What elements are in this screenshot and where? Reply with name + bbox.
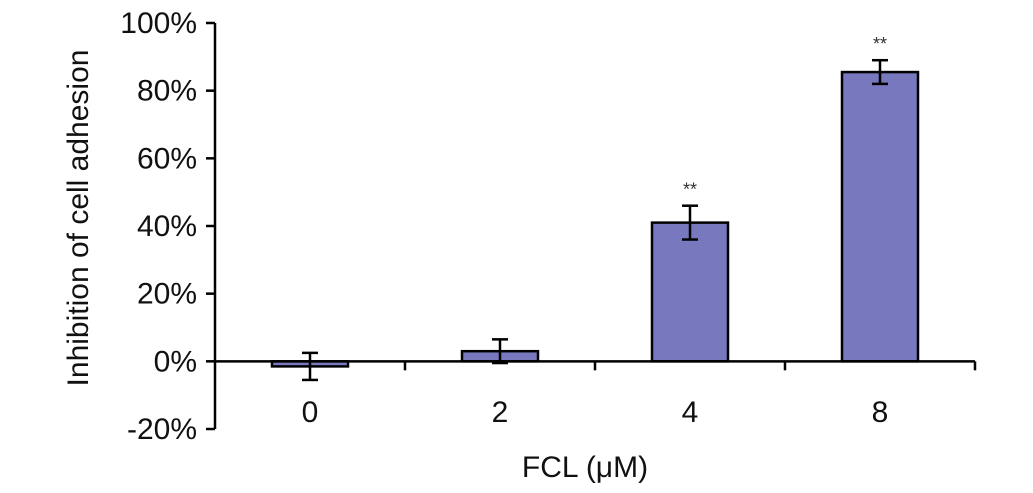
error-bar bbox=[302, 351, 318, 382]
significance-label: ** bbox=[683, 180, 697, 200]
y-tick-label: 0% bbox=[154, 345, 197, 378]
y-tick-label: 20% bbox=[137, 278, 197, 311]
x-tick-label: 8 bbox=[872, 396, 889, 429]
bar bbox=[840, 70, 920, 363]
x-ticks-group: 0 2 4 8 bbox=[302, 361, 977, 429]
bar bbox=[650, 221, 730, 363]
x-tick-label: 2 bbox=[492, 396, 509, 429]
y-tick-label: 80% bbox=[137, 75, 197, 108]
y-tick-label: 100% bbox=[120, 7, 197, 40]
x-tick-label: 0 bbox=[302, 396, 319, 429]
x-tick-label: 4 bbox=[682, 396, 699, 429]
bars-group bbox=[270, 70, 920, 368]
error-bar bbox=[492, 338, 508, 365]
y-tick-label: 40% bbox=[137, 210, 197, 243]
x-axis-title: FCL (μM) bbox=[522, 451, 648, 484]
error-bar bbox=[872, 58, 888, 86]
y-ticks-group: -20% 0% 20% 40% 60% 80% 100% bbox=[120, 7, 215, 446]
y-axis-title: Inhibition of cell adhesion bbox=[62, 50, 95, 387]
significance-label: ** bbox=[873, 34, 887, 54]
error-bar bbox=[682, 204, 698, 241]
y-tick-label: 60% bbox=[137, 142, 197, 175]
y-tick-label: -20% bbox=[127, 413, 197, 446]
error-bars-group bbox=[302, 58, 888, 382]
annotations-group: ** ** bbox=[683, 34, 887, 199]
